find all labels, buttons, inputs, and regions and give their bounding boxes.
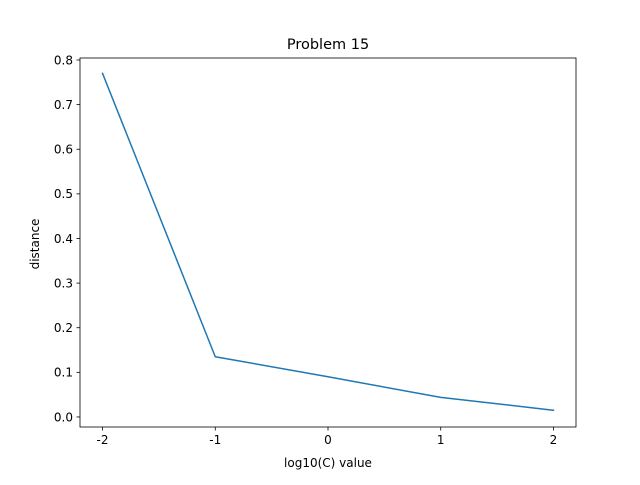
y-tick-label: 0.0	[54, 410, 73, 424]
y-tick-label: 0.4	[54, 232, 73, 246]
y-tick-label: 0.3	[54, 276, 73, 290]
y-tick-label: 0.5	[54, 187, 73, 201]
x-tick-label: -1	[209, 433, 221, 447]
y-tick-label: 0.1	[54, 366, 73, 380]
chart-title: Problem 15	[287, 37, 369, 53]
y-tick-label: 0.7	[54, 98, 73, 112]
x-tick-label: -2	[97, 433, 109, 447]
y-tick-label: 0.8	[54, 53, 73, 67]
y-tick-label: 0.6	[54, 143, 73, 157]
y-tick-label: 0.2	[54, 321, 73, 335]
x-tick-label: 2	[550, 433, 558, 447]
x-axis-label: log10(C) value	[284, 456, 372, 470]
plot-area: -2 -1 0 1 2 0.0 0.1 0.2 0.3 0.4 0.5 0.6 0.7 0.8	[54, 53, 577, 447]
y-axis-label: distance	[28, 219, 42, 270]
x-tick-label: 1	[437, 433, 445, 447]
series-line-0	[101, 72, 555, 412]
x-tick-label: 0	[324, 433, 332, 447]
